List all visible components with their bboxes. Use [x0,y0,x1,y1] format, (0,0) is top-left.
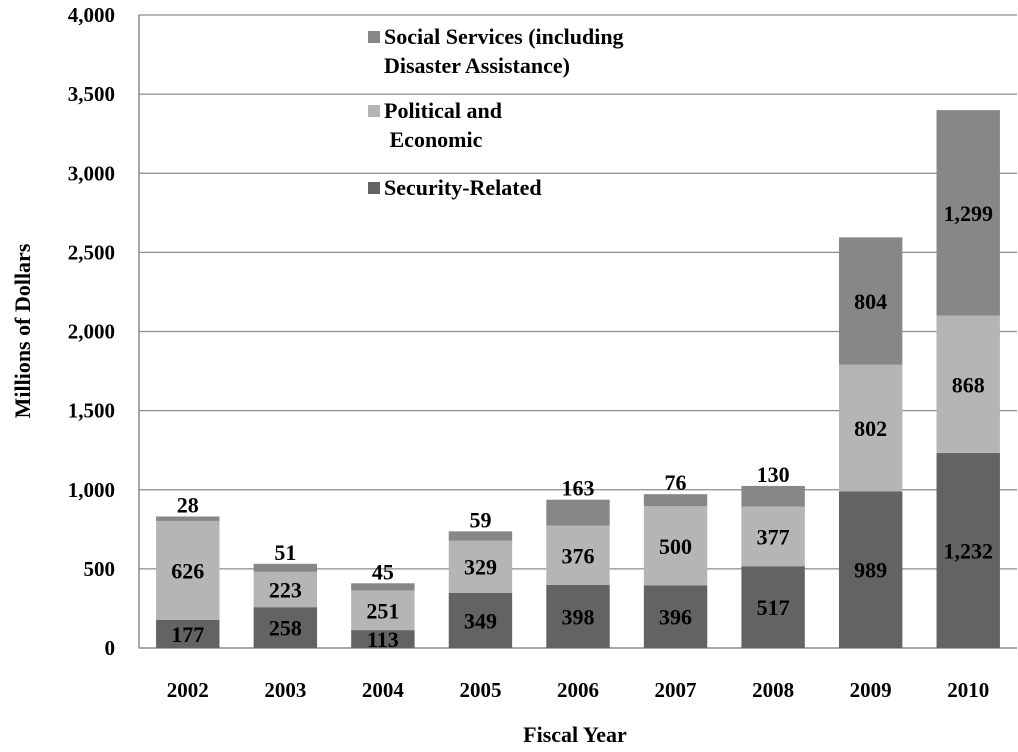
x-axis-ticks: 2002 2003 2004 2005 2006 2007 2008 2009 2010 [167,678,989,702]
data-label: 377 [757,524,790,549]
data-label: 802 [854,416,887,441]
data-label: 868 [952,372,985,397]
y-tick-label: 1,500 [68,399,115,423]
data-label: 989 [854,558,887,583]
legend-swatch [368,105,380,117]
y-tick-label: 3,500 [68,82,115,106]
x-tick-label: 2007 [655,678,697,702]
data-label: 76 [665,470,687,495]
x-axis-title: Fiscal Year [523,722,627,747]
data-label: 396 [659,605,692,630]
data-label: 251 [366,598,399,623]
bar-segment [936,110,1000,316]
x-tick-label: 2006 [557,678,599,702]
data-label: 28 [177,492,199,517]
data-label: 163 [562,476,595,501]
bar-segment [936,315,1000,454]
data-label: 626 [171,558,204,583]
x-tick-label: 2002 [167,678,209,702]
x-tick-label: 2003 [264,678,306,702]
bar-segment [448,592,513,648]
legend-label: Disaster Assistance) [384,53,570,78]
data-labels: 177 626 28 258 223 51 113 251 45 349 329 59 398 376 16… [171,201,993,652]
bar-segment [643,506,708,586]
x-tick-label: 2004 [362,678,405,702]
bar-segment [351,590,415,631]
x-tick-label: 2008 [752,678,794,702]
legend: Social Services (including Disaster Assis… [368,24,624,200]
bar-segment [546,525,610,586]
bar-segment [448,540,513,593]
data-label: 517 [757,595,790,620]
data-label: 329 [464,555,497,580]
bar-segment [838,237,903,365]
bar-segment [253,563,318,572]
y-tick-label: 2,000 [68,320,115,344]
legend-label: Political and [384,98,502,123]
data-label: 258 [269,616,302,641]
y-tick-label: 1,000 [68,478,115,502]
legend-label: Economic [384,127,483,152]
bar-segment [156,619,220,648]
gridlines [139,14,1017,570]
y-tick-label: 3,000 [68,161,115,185]
data-label: 45 [372,559,394,584]
y-tick-label: 0 [105,636,116,660]
data-label: 398 [562,605,595,630]
bar-segment [351,583,415,591]
legend-label: Social Services (including [384,24,624,49]
bar-segment [351,630,415,648]
data-label: 376 [562,543,595,568]
legend-label: Security-Related [384,175,542,200]
legend-swatch [368,182,380,194]
bar-segment [838,364,903,492]
bar-segment [546,499,610,526]
x-tick-label: 2010 [947,678,989,702]
bar-segment [156,520,220,620]
bar-segment [741,566,805,648]
data-label: 177 [171,622,204,647]
data-label: 59 [469,507,491,532]
bar-segment [546,585,610,648]
y-tick-label: 4,000 [68,3,115,27]
x-tick-label: 2009 [850,678,892,702]
data-label: 113 [367,627,399,652]
bar-segment [448,531,513,541]
data-label: 130 [757,462,790,487]
bar-segment [838,491,903,648]
bar-segment [643,494,708,507]
bars [156,110,1000,648]
y-tick-label: 500 [84,557,116,581]
bar-segment [253,571,318,608]
data-label: 1,299 [943,201,993,226]
data-label: 1,232 [943,539,993,564]
data-label: 500 [659,534,692,559]
data-label: 51 [274,540,296,565]
data-label: 223 [269,578,302,603]
bar-segment [253,607,318,648]
x-tick-label: 2005 [459,678,501,702]
bar-segment [741,506,805,567]
bar-segment [936,453,1000,648]
data-label: 804 [854,289,887,314]
y-tick-label: 2,500 [68,240,115,264]
legend-swatch [368,31,380,43]
bar-segment [643,585,708,648]
data-label: 349 [464,608,497,633]
y-axis-title: Millions of Dollars [10,243,35,418]
y-axis-ticks: 0 500 1,000 1,500 2,000 2,500 3,000 3,500 4,000 [68,3,115,660]
bar-segment [741,485,805,507]
bar-segment [156,516,220,521]
